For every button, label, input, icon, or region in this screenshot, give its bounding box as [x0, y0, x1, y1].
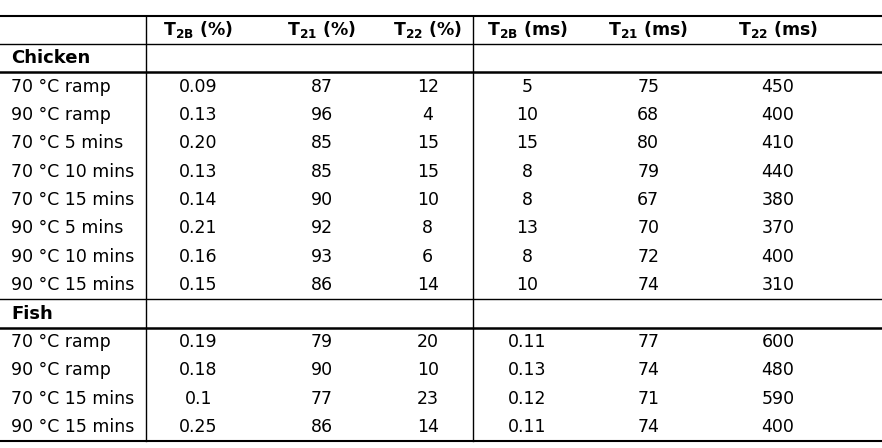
Text: 86: 86 — [310, 418, 333, 436]
Text: 70 °C ramp: 70 °C ramp — [11, 333, 111, 351]
Text: $\mathbf{T_{22}}$ (ms): $\mathbf{T_{22}}$ (ms) — [737, 19, 818, 40]
Text: 380: 380 — [761, 191, 795, 209]
Text: $\mathbf{T_{2B}}$ (ms): $\mathbf{T_{2B}}$ (ms) — [487, 19, 568, 40]
Text: 400: 400 — [761, 106, 795, 124]
Text: Chicken: Chicken — [11, 49, 91, 67]
Text: 86: 86 — [310, 276, 333, 294]
Text: 79: 79 — [637, 163, 660, 181]
Text: 4: 4 — [422, 106, 433, 124]
Text: 90 °C 15 mins: 90 °C 15 mins — [11, 276, 135, 294]
Text: 70 °C 5 mins: 70 °C 5 mins — [11, 134, 123, 152]
Text: 0.11: 0.11 — [508, 333, 547, 351]
Text: 20: 20 — [417, 333, 438, 351]
Text: 310: 310 — [761, 276, 795, 294]
Text: 70 °C ramp: 70 °C ramp — [11, 78, 111, 95]
Text: $\mathbf{T_{21}}$ (%): $\mathbf{T_{21}}$ (%) — [288, 19, 356, 40]
Text: 0.11: 0.11 — [508, 418, 547, 436]
Text: 72: 72 — [638, 248, 659, 266]
Text: 75: 75 — [638, 78, 659, 95]
Text: 74: 74 — [638, 418, 659, 436]
Text: 450: 450 — [761, 78, 795, 95]
Text: 0.21: 0.21 — [179, 220, 218, 237]
Text: 87: 87 — [311, 78, 333, 95]
Text: 67: 67 — [637, 191, 660, 209]
Text: $\mathbf{T_{21}}$ (ms): $\mathbf{T_{21}}$ (ms) — [608, 19, 689, 40]
Text: 23: 23 — [417, 390, 438, 408]
Text: 0.13: 0.13 — [179, 106, 218, 124]
Text: 0.12: 0.12 — [508, 390, 547, 408]
Text: 90 °C 5 mins: 90 °C 5 mins — [11, 220, 123, 237]
Text: 0.20: 0.20 — [179, 134, 218, 152]
Text: 77: 77 — [638, 333, 659, 351]
Text: 8: 8 — [422, 220, 433, 237]
Text: 0.15: 0.15 — [179, 276, 218, 294]
Text: 5: 5 — [522, 78, 533, 95]
Text: 600: 600 — [761, 333, 795, 351]
Text: 96: 96 — [310, 106, 333, 124]
Text: 80: 80 — [638, 134, 659, 152]
Text: 10: 10 — [417, 191, 438, 209]
Text: 0.18: 0.18 — [179, 362, 218, 379]
Text: 0.1: 0.1 — [184, 390, 213, 408]
Text: 14: 14 — [417, 276, 438, 294]
Text: 15: 15 — [417, 134, 438, 152]
Text: 0.19: 0.19 — [179, 333, 218, 351]
Text: 79: 79 — [310, 333, 333, 351]
Text: 70 °C 15 mins: 70 °C 15 mins — [11, 390, 135, 408]
Text: 440: 440 — [761, 163, 795, 181]
Text: 410: 410 — [761, 134, 795, 152]
Text: 68: 68 — [637, 106, 660, 124]
Text: $\mathbf{T_{2B}}$ (%): $\mathbf{T_{2B}}$ (%) — [163, 19, 234, 40]
Text: 74: 74 — [638, 276, 659, 294]
Text: 370: 370 — [761, 220, 795, 237]
Text: 70 °C 15 mins: 70 °C 15 mins — [11, 191, 135, 209]
Text: 15: 15 — [517, 134, 538, 152]
Text: 480: 480 — [761, 362, 795, 379]
Text: 13: 13 — [517, 220, 538, 237]
Text: 0.09: 0.09 — [179, 78, 218, 95]
Text: 71: 71 — [638, 390, 659, 408]
Text: 6: 6 — [422, 248, 433, 266]
Text: 90 °C 10 mins: 90 °C 10 mins — [11, 248, 135, 266]
Text: 590: 590 — [761, 390, 795, 408]
Text: 70: 70 — [638, 220, 659, 237]
Text: 15: 15 — [417, 163, 438, 181]
Text: 400: 400 — [761, 418, 795, 436]
Text: 74: 74 — [638, 362, 659, 379]
Text: 90 °C ramp: 90 °C ramp — [11, 362, 111, 379]
Text: 70 °C 10 mins: 70 °C 10 mins — [11, 163, 135, 181]
Text: 10: 10 — [417, 362, 438, 379]
Text: 0.25: 0.25 — [179, 418, 218, 436]
Text: 8: 8 — [522, 163, 533, 181]
Text: 8: 8 — [522, 191, 533, 209]
Text: 0.14: 0.14 — [179, 191, 218, 209]
Text: 90: 90 — [310, 362, 333, 379]
Text: 10: 10 — [517, 106, 538, 124]
Text: 93: 93 — [310, 248, 333, 266]
Text: 14: 14 — [417, 418, 438, 436]
Text: 85: 85 — [311, 163, 333, 181]
Text: 0.13: 0.13 — [179, 163, 218, 181]
Text: 92: 92 — [310, 220, 333, 237]
Text: 8: 8 — [522, 248, 533, 266]
Text: 10: 10 — [517, 276, 538, 294]
Text: 90: 90 — [310, 191, 333, 209]
Text: 0.16: 0.16 — [179, 248, 218, 266]
Text: 85: 85 — [311, 134, 333, 152]
Text: Fish: Fish — [11, 305, 53, 323]
Text: 90 °C 15 mins: 90 °C 15 mins — [11, 418, 135, 436]
Text: 90 °C ramp: 90 °C ramp — [11, 106, 111, 124]
Text: 400: 400 — [761, 248, 795, 266]
Text: $\mathbf{T_{22}}$ (%): $\mathbf{T_{22}}$ (%) — [393, 19, 462, 40]
Text: 12: 12 — [417, 78, 438, 95]
Text: 0.13: 0.13 — [508, 362, 547, 379]
Text: 77: 77 — [311, 390, 333, 408]
